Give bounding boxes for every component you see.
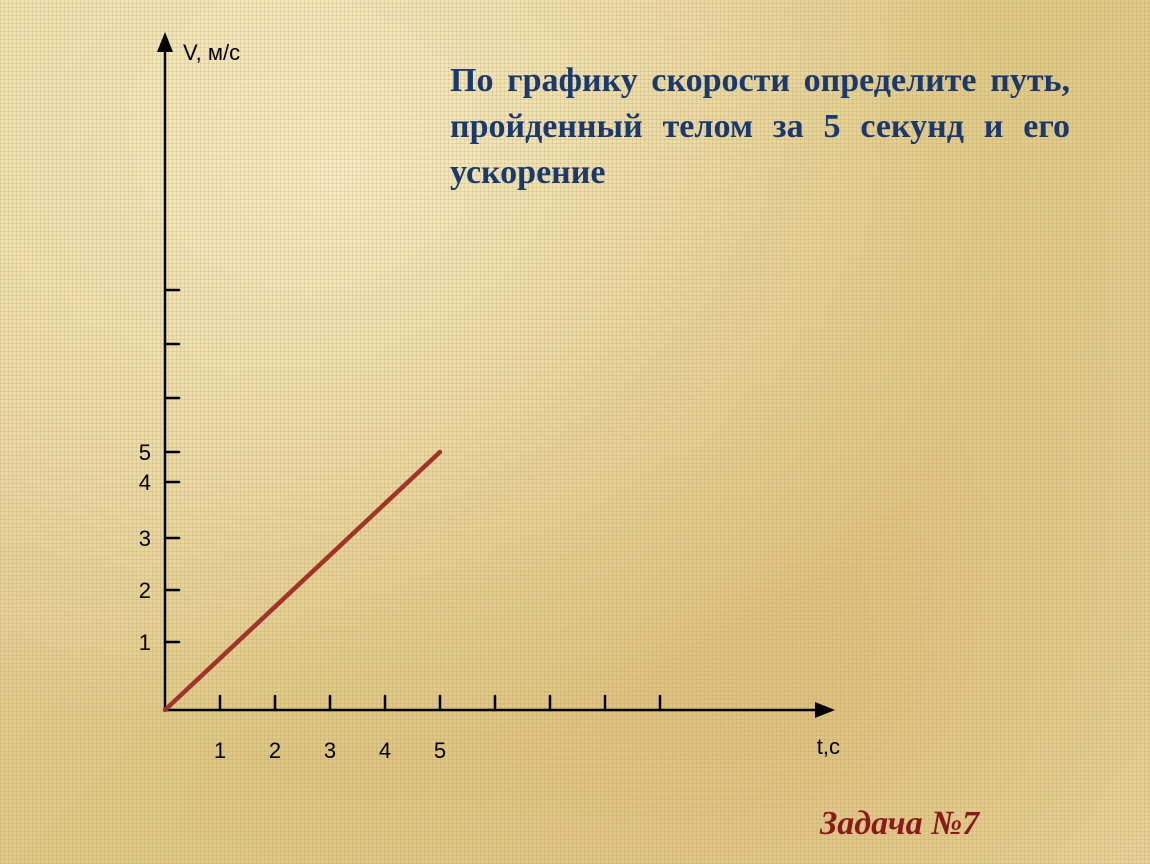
x-tick-label: 1 <box>214 738 226 760</box>
y-tick-label: 1 <box>139 630 151 655</box>
x-axis-label: t,c <box>817 734 840 759</box>
x-tick-label: 4 <box>379 738 391 760</box>
task-number: Задача №7 <box>820 805 979 843</box>
y-tick-label: 3 <box>139 526 151 551</box>
y-tick-label: 5 <box>139 440 151 465</box>
y-tick-label: 4 <box>139 470 151 495</box>
slide: По графику скорости определите путь, про… <box>0 0 1150 864</box>
x-tick-label: 3 <box>324 738 336 760</box>
velocity-chart: V, м/с 1 2 3 4 5 1 2 3 4 5 t,c <box>90 30 870 760</box>
x-tick-label: 2 <box>269 738 281 760</box>
x-tick-label: 5 <box>434 738 446 760</box>
y-tick-label: 2 <box>139 578 151 603</box>
velocity-line <box>165 452 440 710</box>
chart-svg: V, м/с 1 2 3 4 5 1 2 3 4 5 t,c <box>90 30 870 760</box>
y-axis-label: V, м/с <box>183 40 240 65</box>
